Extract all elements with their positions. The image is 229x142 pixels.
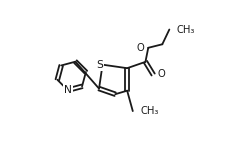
Text: S: S bbox=[97, 60, 104, 70]
Text: O: O bbox=[157, 69, 165, 79]
Text: CH₃: CH₃ bbox=[176, 25, 195, 35]
Text: O: O bbox=[136, 43, 144, 53]
Text: N: N bbox=[64, 85, 72, 95]
Text: CH₃: CH₃ bbox=[140, 106, 158, 116]
